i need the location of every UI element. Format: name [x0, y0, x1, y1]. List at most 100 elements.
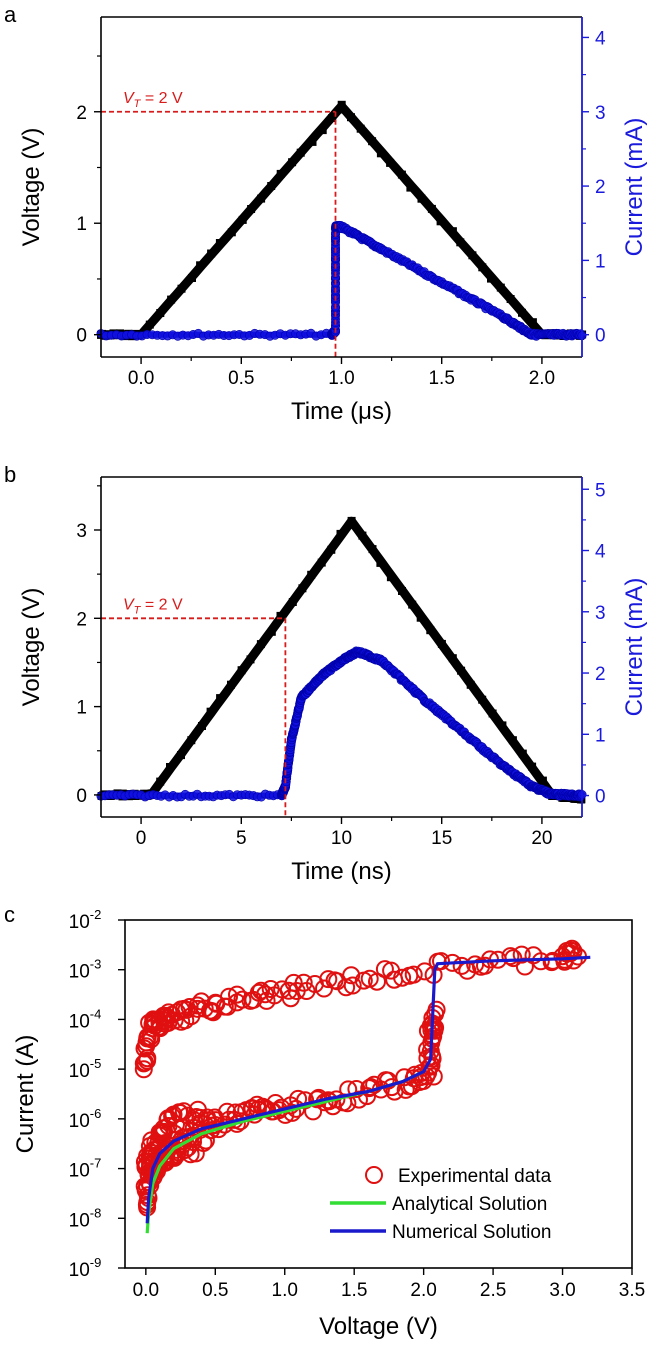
voltage-point	[376, 149, 385, 158]
voltage-point	[166, 763, 174, 771]
voltage-point	[347, 516, 356, 525]
experimental-point	[424, 1067, 443, 1086]
x-tick-label: 2.5	[480, 1280, 506, 1301]
panel-c-chart: 0.0 0.5 1.0 1.5 2.0 2.5 3.0 3.510-910-810-710-6…	[12, 907, 645, 1340]
voltage-point	[267, 182, 276, 190]
x-tick-label: 10	[331, 828, 352, 849]
voltage-point	[528, 318, 537, 327]
y-right-tick-label: 2	[595, 177, 606, 198]
voltage-point	[237, 666, 246, 675]
y-right-tick-label: 4	[595, 542, 606, 563]
x-axis-title: Time (ns)	[291, 858, 391, 885]
experimental-point	[512, 945, 531, 964]
voltage-point	[487, 274, 495, 283]
threshold-label: VT = 2 V	[123, 596, 183, 616]
y-left-tick-label: 1	[76, 698, 87, 719]
y-right-axis-title: Current (mA)	[621, 578, 648, 717]
y-left-tick-label: 0	[76, 786, 87, 807]
panel-a-letter: a	[4, 2, 17, 27]
y-left-tick-label: 2	[76, 609, 87, 630]
y-tick-label: 10-2	[69, 907, 102, 933]
y-right-tick-label: 0	[595, 326, 606, 347]
voltage-point	[156, 777, 165, 786]
voltage-point	[238, 215, 247, 224]
y-tick-label: 10-7	[69, 1156, 102, 1182]
voltage-point	[196, 261, 205, 270]
experimental-point	[404, 965, 423, 984]
legend-label-experimental: Experimental data	[398, 1166, 552, 1187]
voltage-point	[177, 751, 185, 760]
voltage-point	[436, 217, 445, 226]
y-right-tick-label: 2	[595, 664, 606, 685]
threshold-label-sub: T	[134, 98, 142, 110]
voltage-point	[257, 194, 266, 203]
voltage-point	[296, 148, 305, 157]
voltage-point	[188, 274, 196, 282]
voltage-point	[508, 736, 517, 745]
voltage-point	[298, 584, 307, 593]
voltage-point	[167, 295, 176, 304]
y-right-tick-label: 5	[595, 480, 606, 501]
voltage-point	[227, 228, 236, 237]
y-tick-base: 10	[69, 962, 90, 983]
voltage-point	[328, 114, 337, 122]
x-tick-label: 20	[531, 828, 552, 849]
y-left-axis-title: Voltage (V)	[18, 128, 45, 247]
y-tick-exponent: -5	[90, 1056, 102, 1071]
y-tick-exponent: -4	[90, 1006, 102, 1021]
experimental-point	[194, 1134, 213, 1152]
voltage-point	[288, 158, 297, 167]
voltage-point	[145, 320, 154, 329]
experimental-point	[177, 1000, 196, 1019]
experimental-point	[256, 985, 275, 1004]
threshold-label-value: = 2 V	[140, 596, 183, 613]
voltage-point	[448, 227, 457, 236]
legend-label-analytical: Analytical Solution	[392, 1194, 547, 1215]
y-tick-label: 10-4	[69, 1006, 102, 1032]
voltage-point	[276, 169, 285, 178]
x-tick-label: 15	[431, 828, 452, 849]
x-tick-label: 0.0	[133, 1280, 159, 1301]
experimental-point	[209, 1120, 228, 1139]
y-tick-exponent: -2	[90, 907, 102, 922]
x-tick-label: 1.5	[428, 368, 454, 389]
experimental-point	[343, 976, 362, 995]
y-left-tick-label: 2	[76, 103, 87, 124]
experimental-point	[415, 962, 434, 981]
voltage-point	[358, 531, 367, 540]
voltage-point	[538, 776, 547, 785]
x-tick-label: 5	[236, 828, 247, 849]
voltage-point	[518, 749, 527, 758]
experimental-point	[134, 1060, 153, 1079]
x-tick-label: 1.5	[341, 1280, 367, 1301]
voltage-point	[216, 694, 225, 703]
voltage-point	[288, 598, 297, 606]
y-tick-label: 10-9	[69, 1255, 102, 1281]
voltage-point	[356, 124, 365, 133]
voltage-point	[247, 205, 256, 213]
x-tick-label: 0	[136, 828, 147, 849]
y-tick-label: 10-6	[69, 1106, 102, 1132]
y-left-tick-label: 0	[76, 326, 87, 347]
experimental-point	[276, 1105, 295, 1124]
experimental-point	[427, 1000, 446, 1019]
voltage-point	[456, 238, 465, 247]
voltage-point	[337, 100, 346, 109]
voltage-point	[276, 611, 285, 620]
voltage-point	[506, 295, 515, 303]
x-axis-title: Voltage (V)	[319, 1313, 438, 1340]
voltage-point	[488, 709, 497, 718]
threshold-label-sub: T	[134, 604, 142, 616]
voltage-point	[317, 558, 326, 567]
y-right-axis-title: Current (mA)	[621, 118, 648, 257]
x-axis-title: Time (μs)	[291, 398, 392, 425]
experimental-point	[284, 973, 303, 992]
x-tick-label: 2.0	[410, 1280, 436, 1301]
voltage-point	[327, 545, 336, 554]
voltage-point	[518, 308, 526, 317]
y-tick-base: 10	[69, 1011, 90, 1032]
experimental-point	[531, 952, 550, 971]
experimental-point	[393, 968, 412, 987]
y-right-tick-label: 4	[595, 28, 606, 49]
